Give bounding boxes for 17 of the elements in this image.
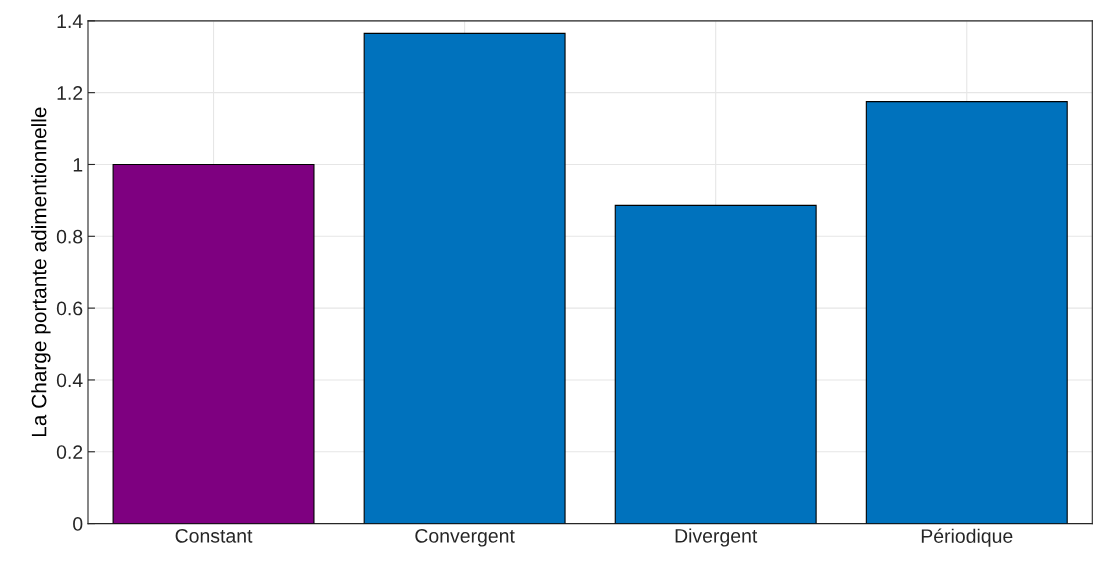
y-tick-label: 0 — [73, 517, 83, 531]
y-tick-label: 0.4 — [56, 373, 83, 388]
x-tick-label: Convergent — [415, 528, 515, 547]
x-tick-label: Divergent — [675, 528, 758, 547]
bar — [865, 101, 1068, 524]
y-tick-label: 1 — [73, 158, 83, 172]
bar — [112, 163, 315, 524]
y-tick-label: 0.2 — [56, 445, 83, 459]
x-tick-label: Constant — [175, 528, 253, 543]
y-tick-label: 0.6 — [56, 301, 83, 316]
bar — [363, 32, 566, 524]
bar — [614, 204, 817, 524]
y-tick-label: 1.4 — [57, 14, 83, 28]
y-tick-label: 1.2 — [57, 86, 83, 100]
y-tick-label: 0.8 — [56, 229, 83, 244]
x-tick-label: Périodique — [921, 528, 1013, 547]
y-axis-title: La Charge portante adimentionnelle — [31, 107, 51, 437]
